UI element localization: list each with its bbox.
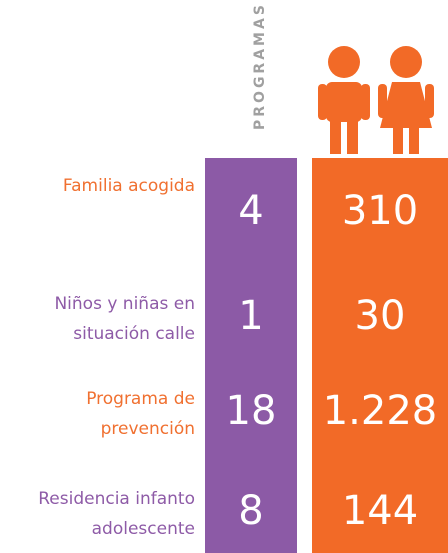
row-label: prevención <box>101 419 195 439</box>
children-icon <box>318 46 434 154</box>
programas-value: 18 <box>226 388 277 434</box>
ninos-column <box>312 158 448 553</box>
row-label: situación calle <box>73 324 195 344</box>
programas-value: 8 <box>238 488 263 534</box>
row-label: Niños y niñas en <box>54 294 195 314</box>
ninos-value: 144 <box>342 488 418 534</box>
programas-value: 1 <box>238 293 263 339</box>
row-label: Familia acogida <box>63 176 195 196</box>
row-label: Residencia infanto <box>38 489 195 509</box>
ninos-value: 30 <box>355 293 406 339</box>
column-header: PROGRAMAS <box>252 2 268 130</box>
programas-column <box>205 158 297 553</box>
programas-value: 4 <box>238 188 263 234</box>
ninos-value: 1.228 <box>323 388 438 434</box>
row-label: Programa de <box>86 389 195 409</box>
row-label: adolescente <box>92 519 195 539</box>
ninos-value: 310 <box>342 188 418 234</box>
